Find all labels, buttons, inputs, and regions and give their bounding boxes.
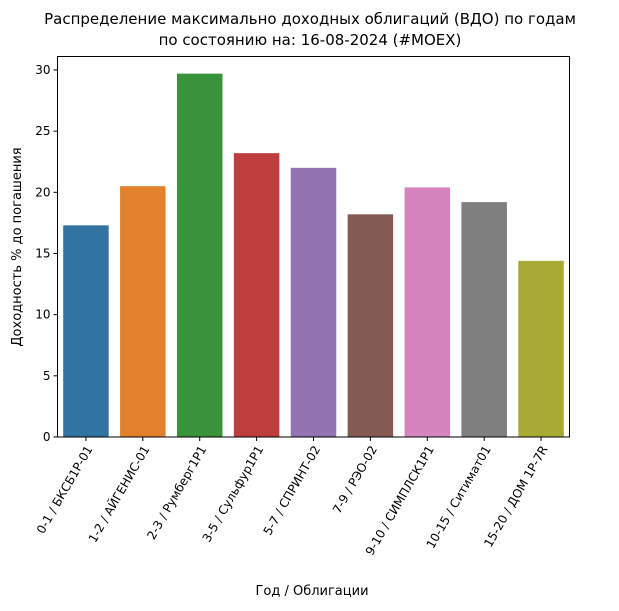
y-tick-label: 30	[35, 63, 50, 77]
x-axis-label: Год / Облигации	[255, 584, 368, 599]
bar	[120, 186, 166, 437]
bar	[176, 73, 223, 438]
y-tick-label: 25	[35, 124, 50, 138]
bar	[461, 202, 507, 437]
bar	[233, 153, 280, 437]
y-axis-label: Доходность % до погашения	[10, 147, 25, 346]
plot-frame	[57, 56, 570, 438]
x-tick-label: 3-5 / Сульфур1Р1	[200, 443, 267, 544]
y-tick-label: 10	[35, 308, 50, 322]
y-tick-label: 15	[35, 246, 50, 260]
bar	[290, 167, 337, 438]
x-tick-label: 2-3 / Румберг1Р1	[144, 443, 209, 542]
y-tick-label: 5	[43, 369, 51, 383]
bar	[347, 214, 394, 437]
x-tick-label: 1-2 / АЙГЕНИС-01	[85, 443, 153, 545]
y-tick-label: 0	[43, 430, 51, 444]
x-tick-label: 10-15 / Ситимат01	[424, 443, 494, 551]
chart-subtitle: по состоянию на: 16-08-2024 (#MOEX)	[159, 31, 462, 49]
bar	[404, 187, 451, 437]
bar	[63, 225, 109, 437]
x-tick-label: 5-7 / СПРИНТ-02	[261, 443, 324, 537]
x-tick-label: 0-1 / БКСБ1Р-01	[34, 443, 96, 536]
chart-title: Распределение максимально доходных облиг…	[44, 10, 576, 28]
x-tick-label: 7-9 / РЭО-02	[330, 443, 380, 516]
bar	[518, 260, 564, 437]
y-tick-label: 20	[35, 185, 50, 199]
x-tick-label: 15-20 / ДОМ 1Р-7R	[481, 443, 550, 549]
